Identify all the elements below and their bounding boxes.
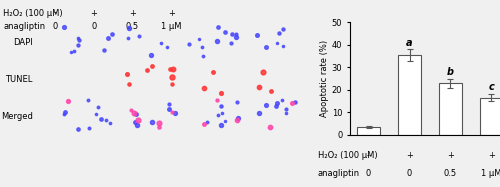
Text: a: a: [406, 38, 413, 47]
Text: H₂O₂ (100 μM): H₂O₂ (100 μM): [318, 151, 377, 160]
Text: 0: 0: [407, 169, 412, 178]
Text: 0.5: 0.5: [444, 169, 457, 178]
Text: H₂O₂ (100 μM): H₂O₂ (100 μM): [3, 9, 62, 18]
Text: -: -: [54, 9, 56, 18]
Text: TUNEL: TUNEL: [5, 75, 32, 84]
Text: anagliptin: anagliptin: [3, 22, 45, 31]
Text: +: +: [488, 151, 495, 160]
Y-axis label: Apoptotic rate (%): Apoptotic rate (%): [320, 40, 329, 117]
Text: 1 μM: 1 μM: [481, 169, 500, 178]
Bar: [439, 83, 462, 135]
Bar: [358, 127, 380, 135]
Text: +: +: [90, 9, 97, 18]
Text: DAPI: DAPI: [13, 38, 32, 47]
Text: 1 μM: 1 μM: [161, 22, 182, 31]
Text: b: b: [447, 67, 454, 77]
Text: Merged: Merged: [0, 112, 32, 121]
Text: 0: 0: [52, 22, 58, 31]
Text: c: c: [488, 82, 494, 92]
Text: +: +: [406, 151, 413, 160]
Bar: [480, 98, 500, 135]
Text: 0: 0: [366, 169, 371, 178]
Text: +: +: [447, 151, 454, 160]
Text: +: +: [129, 9, 136, 18]
Text: 0.5: 0.5: [126, 22, 139, 31]
Bar: [398, 55, 421, 135]
Text: 0: 0: [91, 22, 96, 31]
Text: +: +: [168, 9, 174, 18]
Text: anagliptin: anagliptin: [318, 169, 360, 178]
Text: -: -: [367, 151, 370, 160]
